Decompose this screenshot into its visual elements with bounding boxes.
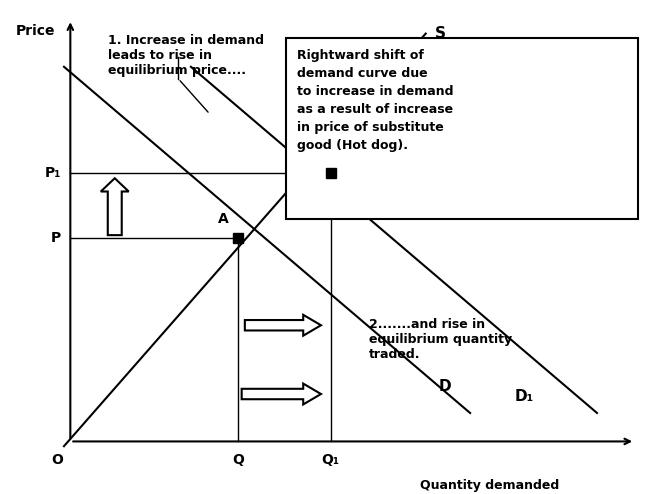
Text: Q₁: Q₁ xyxy=(321,453,340,467)
Text: A: A xyxy=(218,211,229,226)
Text: P: P xyxy=(50,231,61,245)
Text: S: S xyxy=(435,26,446,41)
FancyArrow shape xyxy=(245,315,321,336)
Text: Quantity demanded
and supplied: Quantity demanded and supplied xyxy=(420,479,559,494)
FancyBboxPatch shape xyxy=(286,39,639,218)
Text: Rightward shift of
demand curve due
to increase in demand
as a result of increas: Rightward shift of demand curve due to i… xyxy=(297,49,453,152)
Text: D₁: D₁ xyxy=(514,389,534,404)
Text: P₁: P₁ xyxy=(44,166,61,180)
Text: 2.......and rise in
equilibrium quantity
traded.: 2.......and rise in equilibrium quantity… xyxy=(369,318,512,361)
Text: Price: Price xyxy=(16,24,55,38)
Text: B: B xyxy=(313,148,324,162)
Text: O: O xyxy=(52,453,63,467)
Text: Q: Q xyxy=(233,453,245,467)
FancyArrow shape xyxy=(242,383,321,405)
Text: 1. Increase in demand
leads to rise in
equilibrium price....: 1. Increase in demand leads to rise in e… xyxy=(108,34,264,77)
FancyArrow shape xyxy=(100,178,129,235)
Text: D: D xyxy=(438,379,451,394)
